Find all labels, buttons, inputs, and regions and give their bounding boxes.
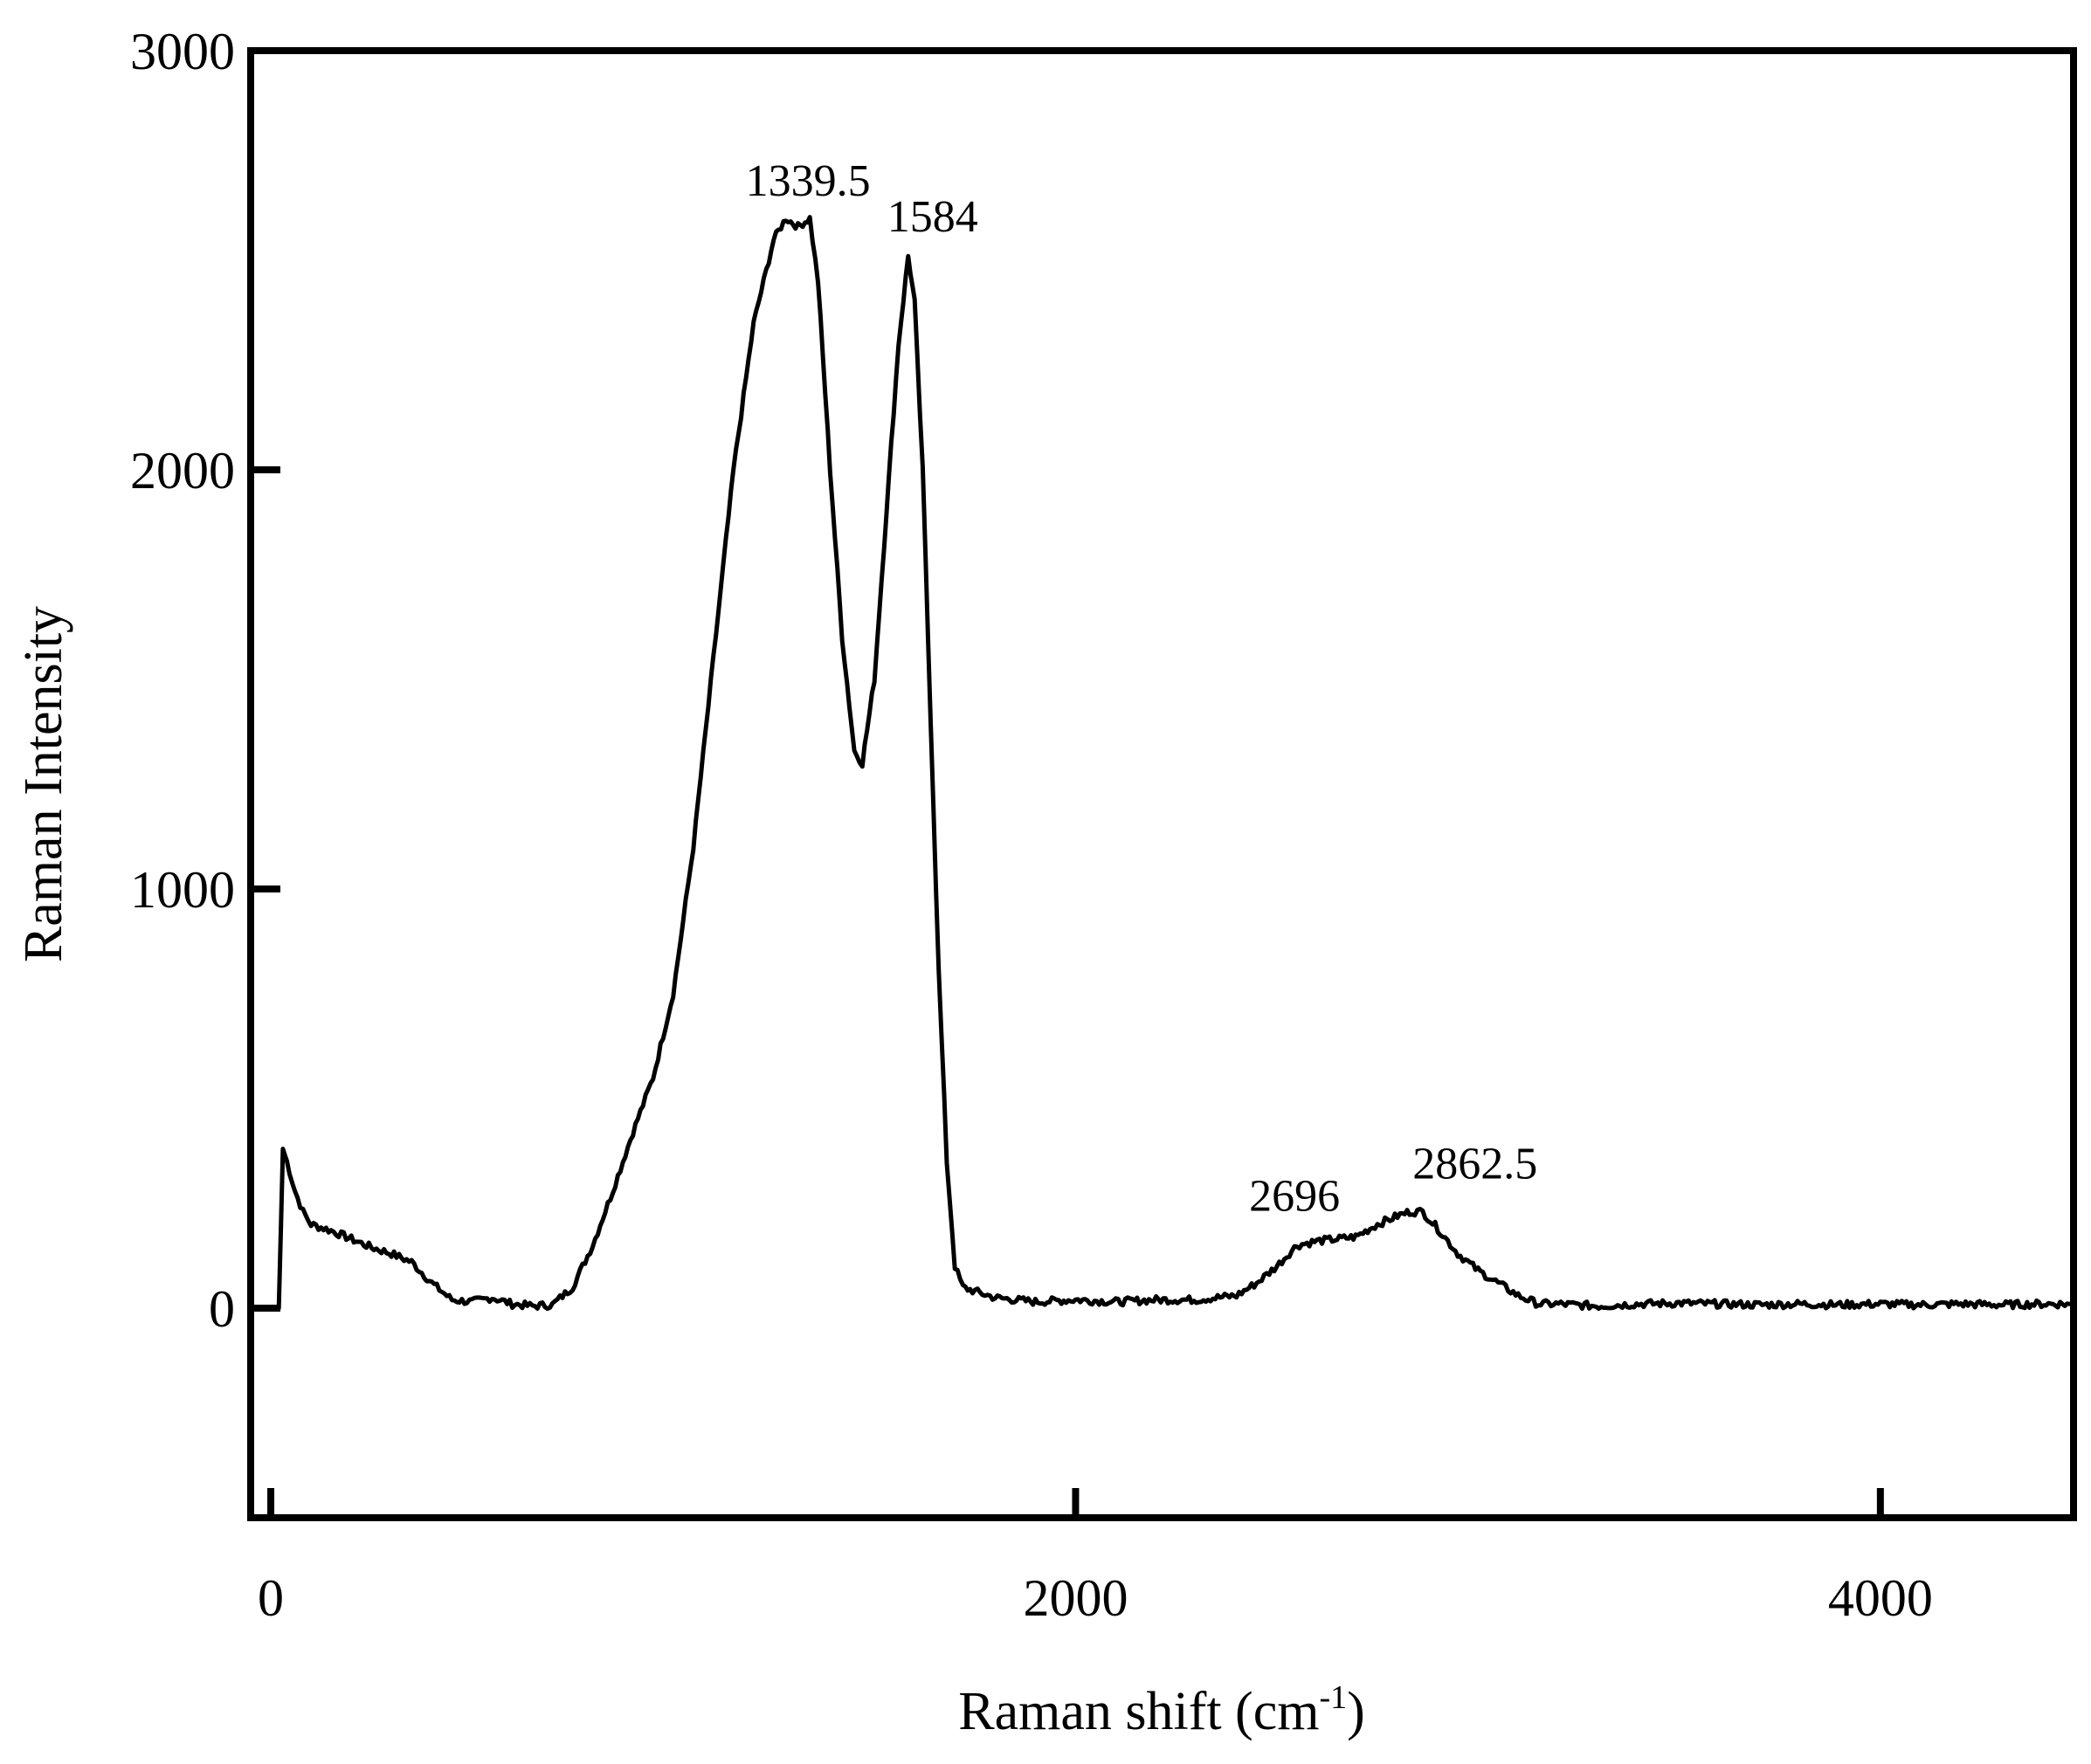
- x-tick-label: 4000: [1828, 1569, 1933, 1627]
- series-line: [268, 215, 2072, 1312]
- y-tick-label: 3000: [130, 23, 235, 80]
- x-tick-label: 2000: [1023, 1569, 1128, 1627]
- peak-annotations: 1339.5 1584 2696 2862.5: [746, 156, 1538, 1221]
- plot-frame: [247, 47, 2077, 1521]
- peak-label: 2696: [1249, 1171, 1340, 1221]
- x-axis-title-suffix: ): [1347, 1682, 1365, 1741]
- y-tick-label: 1000: [130, 861, 235, 919]
- x-tick-label: 0: [258, 1569, 284, 1627]
- peak-label: 1584: [887, 192, 978, 242]
- y-tick-label: 2000: [130, 442, 235, 500]
- x-axis-title-superscript: -1: [1319, 1679, 1347, 1716]
- x-axis-title: Raman shift (cm-1): [958, 1679, 1365, 1741]
- y-axis-title: Raman Intensity: [14, 606, 73, 962]
- axis-tick-labels: 0 1000 2000 3000 0 2000 4000: [130, 23, 1933, 1627]
- peak-label: 2862.5: [1412, 1140, 1537, 1189]
- peak-label: 1339.5: [746, 156, 871, 206]
- x-axis-title-main: Raman shift (cm: [958, 1682, 1319, 1741]
- y-tick-label: 0: [209, 1280, 235, 1338]
